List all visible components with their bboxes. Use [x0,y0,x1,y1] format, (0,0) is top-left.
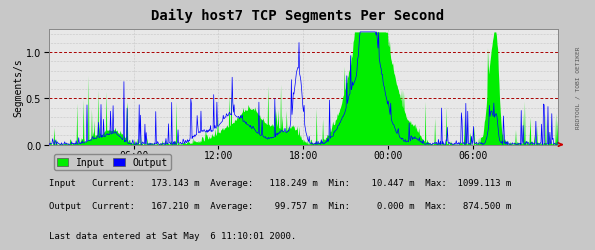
Y-axis label: Segments/s: Segments/s [13,58,23,117]
Text: RRDTOOL / TOBI OETIKER: RRDTOOL / TOBI OETIKER [576,46,581,128]
Text: Last data entered at Sat May  6 11:10:01 2000.: Last data entered at Sat May 6 11:10:01 … [49,231,296,240]
Text: Output  Current:   167.210 m  Average:    99.757 m  Min:     0.000 m  Max:   874: Output Current: 167.210 m Average: 99.75… [49,201,511,210]
Legend: Input, Output: Input, Output [54,155,171,170]
Text: Input   Current:   173.143 m  Average:   118.249 m  Min:    10.447 m  Max:  1099: Input Current: 173.143 m Average: 118.24… [49,179,511,188]
Text: Daily host7 TCP Segments Per Second: Daily host7 TCP Segments Per Second [151,9,444,23]
